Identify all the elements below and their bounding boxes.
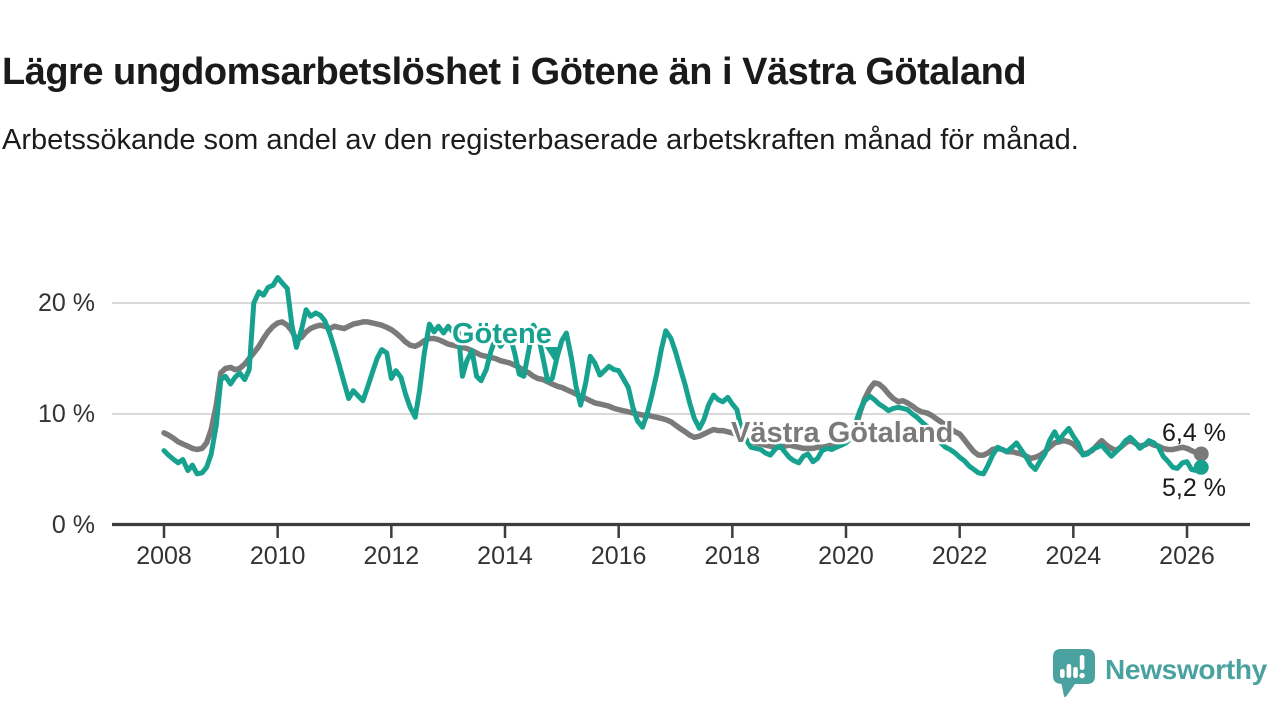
page-subtitle: Arbetssökande som andel av den registerb… — [2, 124, 1079, 156]
end-value-gotene: 5,2 % — [1162, 474, 1226, 502]
series-end-dots — [1193, 446, 1209, 475]
series-label-vastra-gotaland: Västra Götaland — [731, 417, 954, 449]
x-axis-tick-label: 2022 — [931, 542, 988, 570]
x-axis-tick-label: 2020 — [818, 542, 874, 570]
x-axis-tick-label: 2010 — [249, 542, 306, 570]
x-axis-tick-label: 2018 — [704, 542, 761, 570]
x-axis-tick-label: 2024 — [1045, 542, 1102, 570]
series-line-g-tene — [161, 275, 1204, 477]
x-axis-tick-label: 2014 — [477, 542, 533, 570]
series-line-v-stra-g-taland — [161, 319, 1204, 462]
x-axis-tick-label: 2026 — [1159, 542, 1215, 570]
y-axis-tick-label: 0 % — [51, 511, 95, 539]
end-dot-g-tene — [1193, 459, 1209, 475]
end-dot-v-stra-g-taland — [1193, 446, 1209, 462]
gotene-label-pointer-icon — [545, 347, 563, 361]
end-value-vastra-gotaland: 6,4 % — [1162, 419, 1226, 447]
y-axis-tick-label: 20 % — [38, 289, 95, 317]
x-axis-tick-label: 2016 — [590, 542, 647, 570]
gridlines — [112, 302, 1250, 415]
page-title: Lägre ungdomsarbetslöshet i Götene än i … — [2, 51, 1027, 94]
series-label-gotene: Götene — [452, 318, 552, 350]
newsworthy-wordmark: Newsworthy — [1105, 654, 1267, 685]
x-axis-tick-label: 2008 — [136, 542, 192, 570]
newsworthy-bubble-icon — [1053, 649, 1095, 698]
series-lines — [161, 275, 1204, 477]
x-axis-tick-label: 2012 — [363, 542, 420, 570]
y-axis-tick-label: 10 % — [38, 400, 95, 428]
newsworthy-logo: Newsworthy — [1052, 648, 1267, 700]
x-axis — [112, 522, 1250, 538]
